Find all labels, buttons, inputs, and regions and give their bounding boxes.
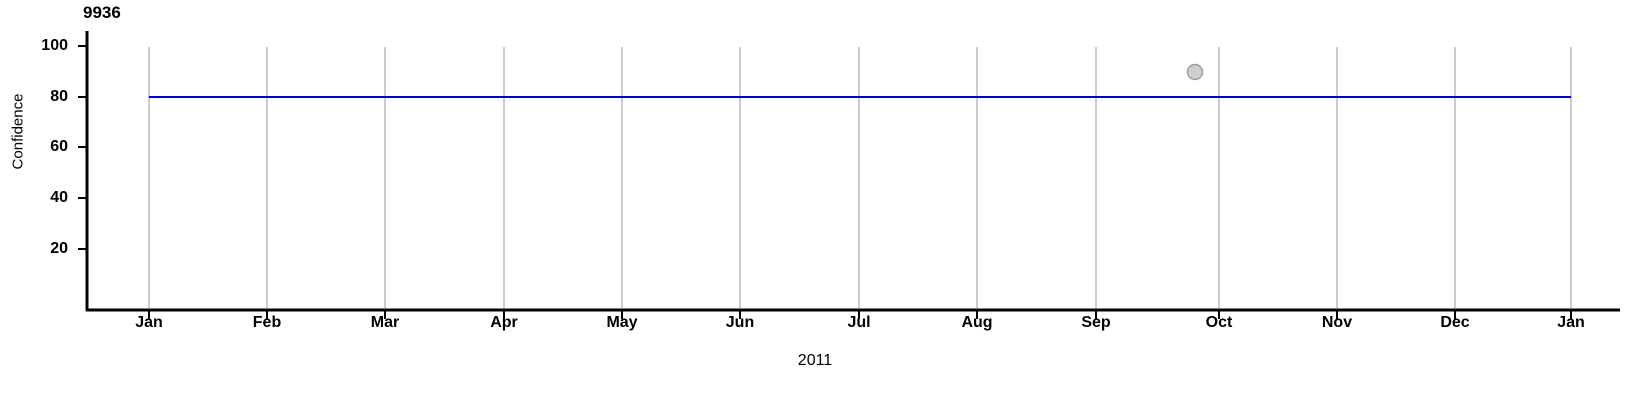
chart-title: 9936	[83, 3, 121, 22]
x-tick-label-aug: Aug	[961, 314, 993, 331]
x-tick-label-feb: Feb	[252, 314, 282, 331]
x-axis-ticks	[147, 310, 1573, 319]
x-tick-label-sep: Sep	[1081, 314, 1111, 331]
y-tick-label-80: 80	[50, 88, 68, 105]
x-tick-label-jan: Jan	[135, 314, 163, 331]
x-tick-label-jun: Jun	[725, 314, 755, 331]
x-tick-label-may: May	[606, 314, 638, 331]
x-tick-label-apr: Apr	[490, 314, 518, 331]
x-tick-label-mar: Mar	[370, 314, 400, 331]
y-tick-label-40: 40	[50, 189, 68, 206]
y-tick-label-60: 60	[50, 138, 68, 155]
grid-lines-vertical	[148, 47, 1572, 308]
y-tick-label-20: 20	[50, 240, 68, 257]
y-tick-label-100: 100	[41, 37, 68, 54]
data-point-marker	[1186, 63, 1204, 81]
x-tick-label-oct: Oct	[1205, 314, 1233, 331]
x-tick-label-nov: Nov	[1321, 314, 1353, 331]
x-tick-label-jul: Jul	[847, 314, 871, 331]
x-tick-label-jan2: Jan	[1557, 314, 1585, 331]
x-tick-label-dec: Dec	[1440, 314, 1470, 331]
x-axis-title: 2011	[797, 352, 833, 369]
y-axis-ticks	[78, 44, 87, 251]
